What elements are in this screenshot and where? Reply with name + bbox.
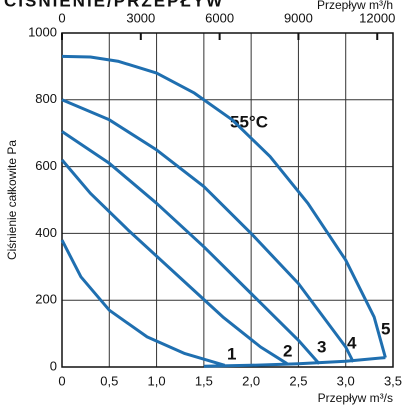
x-tick-label: 2,0 <box>242 373 260 388</box>
y-tick-label: 800 <box>35 91 57 106</box>
y-tick-label: 0 <box>50 358 57 373</box>
y-tick-label: 1000 <box>28 24 57 39</box>
x2-tick-label: 9000 <box>284 10 313 25</box>
x-tick-label: 3,5 <box>384 373 402 388</box>
curve <box>60 158 288 365</box>
series-label: 4 <box>347 333 357 352</box>
series-label: 5 <box>381 319 390 338</box>
x2-axis-label: Przepływ m³/h <box>317 0 393 12</box>
curve <box>60 239 226 367</box>
series-label: 1 <box>227 344 236 363</box>
series-label: 3 <box>317 337 326 356</box>
x-tick-label: 2,5 <box>289 373 307 388</box>
x-tick-label: 0 <box>58 373 65 388</box>
chart-title: CIŚNIENIE/PRZEPŁYW <box>4 0 224 10</box>
y-tick-label: 200 <box>35 292 57 307</box>
x-tick-label: 3,0 <box>337 373 355 388</box>
x2-tick-label: 12000 <box>359 10 395 25</box>
curve <box>61 98 355 363</box>
x-tick-label: 0,5 <box>100 373 118 388</box>
y-tick-label: 400 <box>35 225 57 240</box>
x2-tick-label: 0 <box>58 10 65 25</box>
curve <box>61 130 321 365</box>
x-tick-label: 1,5 <box>195 373 213 388</box>
curve <box>61 54 387 359</box>
curve <box>203 356 386 368</box>
x2-tick-label: 3000 <box>126 10 155 25</box>
x-tick-label: 1,0 <box>148 373 166 388</box>
series-label: 2 <box>283 341 292 360</box>
plot-frame <box>61 32 394 368</box>
y-axis-label: Ciśnienie całkowite Pa <box>5 140 19 260</box>
x-axis-label: Przepływ m³/s <box>318 391 393 405</box>
x2-tick-label: 6000 <box>205 10 234 25</box>
y-tick-label: 600 <box>35 158 57 173</box>
